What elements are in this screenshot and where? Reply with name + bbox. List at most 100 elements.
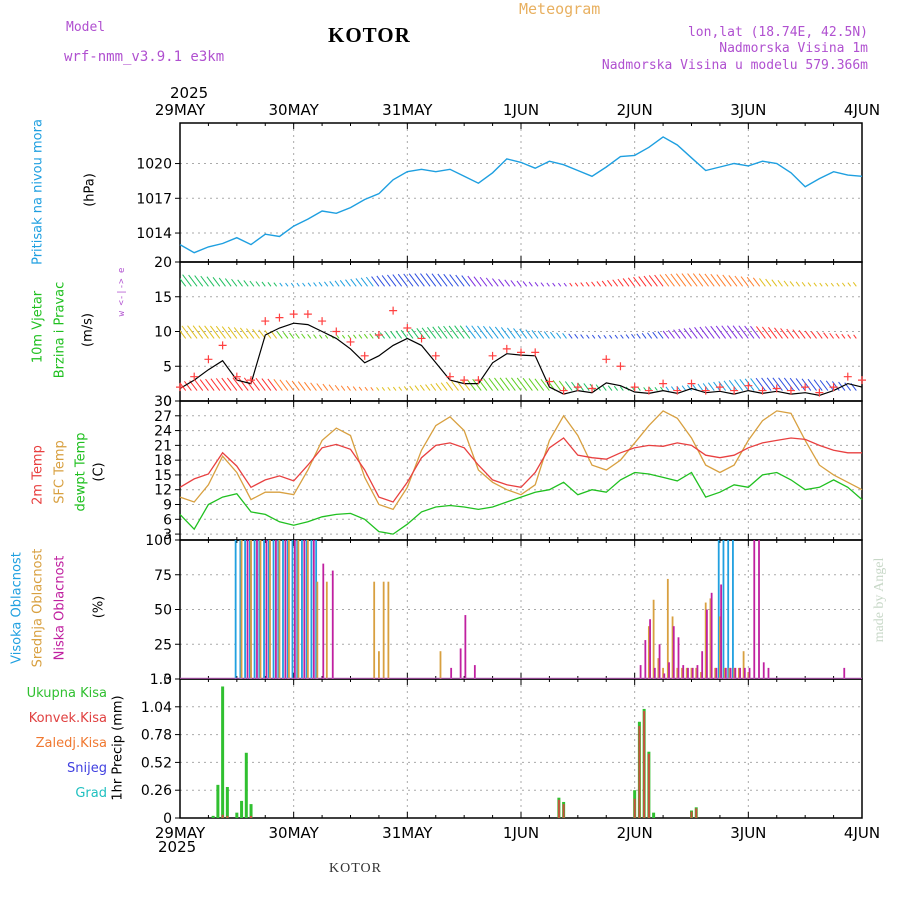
wind-barb (692, 273, 704, 287)
wind-barb (414, 273, 425, 287)
cloud-bar (668, 662, 670, 679)
cloud-bar (316, 581, 319, 679)
wind-barb (482, 325, 493, 339)
wind-barb (249, 280, 255, 287)
date-label-bottom: 3JUN (730, 824, 766, 842)
wind-barb (408, 273, 420, 287)
wind-barb (744, 378, 755, 391)
wind-barb (339, 279, 346, 287)
cloud-bar (737, 667, 740, 679)
wind-barb (198, 325, 209, 339)
cloud-bar (691, 667, 694, 679)
wind-barb (710, 273, 721, 287)
cloud-bar (742, 651, 745, 679)
wind-barb (667, 329, 675, 339)
precip-bar (235, 812, 239, 818)
precip-ytick-label: 0.26 (141, 783, 172, 799)
wind-barb (546, 282, 550, 287)
wind-barb (813, 282, 817, 287)
wind-barb (772, 377, 783, 391)
wind-barb (750, 378, 761, 391)
wind-barb (370, 386, 374, 391)
cloud-bar (244, 540, 247, 679)
gust-marker (616, 362, 625, 371)
wind-barb (569, 282, 573, 287)
precip-bar (633, 798, 636, 818)
pressure-ytick-label: 1020 (136, 157, 172, 173)
wind-barb (328, 384, 334, 391)
date-label-top: 31MAY (382, 101, 433, 119)
cloud-bar (700, 672, 702, 679)
wind-barb (732, 325, 744, 339)
wind-barb (387, 386, 391, 391)
cloud-bar (747, 672, 750, 679)
gust-marker (588, 384, 597, 393)
cloud-bar (681, 667, 683, 679)
date-label-top: 4JUN (844, 101, 880, 119)
gust-marker (531, 348, 540, 357)
wind-barb (400, 329, 408, 339)
wind-barb (455, 274, 465, 287)
cloud-bar (305, 540, 308, 679)
wind-barb (267, 378, 278, 391)
wind-barb (352, 386, 357, 391)
wind-barb (322, 383, 329, 391)
wind-barb (237, 279, 243, 287)
precip-bar (211, 815, 215, 818)
cloud-bar (658, 644, 661, 679)
wind-barb (643, 275, 653, 287)
wind-barb (698, 273, 709, 287)
wind-barb (601, 384, 607, 391)
wind-barb (192, 325, 204, 339)
cloud-bar (758, 540, 760, 679)
precip-bar (643, 711, 646, 818)
gust-marker (559, 386, 568, 395)
wind-ytick-label: 5 (163, 359, 172, 375)
wind-barb (471, 325, 482, 339)
cloud-bar (259, 540, 262, 679)
wind-barb (631, 333, 636, 339)
cloud-bar (672, 626, 675, 679)
cloud-bar (722, 540, 725, 679)
wind-barb (285, 282, 289, 287)
temperature-ytick-label: 6 (163, 512, 172, 528)
cloud-bar (373, 581, 376, 679)
wind-barb (718, 381, 726, 391)
wind-barb (681, 385, 687, 391)
precip-bar (557, 799, 560, 818)
wind-barb (795, 281, 800, 287)
location-title: KOTOR (328, 23, 411, 47)
wind-barb (261, 378, 272, 391)
wind-barb (437, 326, 448, 339)
wind-barb (267, 282, 272, 287)
wind-barb (226, 377, 238, 391)
altitude-label: Nadmorska Visina 1m (719, 41, 868, 56)
wind-barb (637, 386, 641, 391)
wind-barb (387, 274, 397, 287)
precip-bar (652, 812, 656, 818)
year-bottom: 2025 (158, 838, 197, 856)
wind-barb (507, 327, 516, 339)
wind-barb (801, 281, 806, 287)
gust-marker (673, 386, 682, 395)
wind-barb (364, 386, 368, 391)
model-altitude-label: Nadmorska Visina u modelu 579.366m (601, 58, 868, 73)
cloud-bar (473, 665, 476, 679)
cloud-bar (843, 667, 846, 679)
wind-barb (571, 381, 579, 391)
date-label-bottom: 4JUN (844, 824, 880, 842)
wind-barb (765, 278, 772, 287)
wind-barb (537, 330, 545, 339)
wind-barb (334, 384, 340, 391)
wind-barb (771, 279, 778, 287)
wind-barb (472, 378, 482, 391)
cloud-bar (663, 673, 666, 679)
gust-marker (843, 372, 852, 381)
wind-barb (443, 273, 454, 287)
wind-barb (252, 328, 260, 339)
gust-marker (488, 351, 497, 360)
wind-barb (716, 274, 726, 287)
legend-grad: Grad (75, 786, 107, 801)
gust-marker (801, 383, 810, 392)
temperature-ytick-label: 24 (154, 424, 172, 440)
